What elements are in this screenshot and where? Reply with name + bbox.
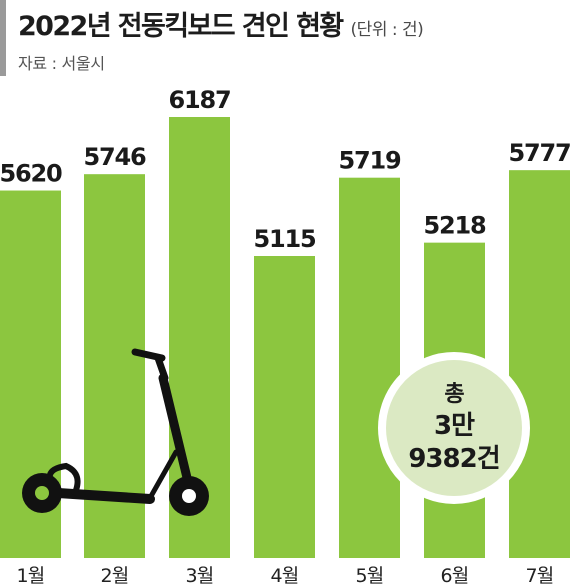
x-tick-label: 2월 (101, 565, 129, 586)
chart-title-row: 2022년 전동킥보드 견인 현황 (단위 : 건) (18, 4, 424, 44)
x-tick-label: 1월 (17, 565, 45, 586)
total-line-3: 9382건 (408, 444, 499, 474)
bar-value-label: 5746 (84, 143, 146, 171)
bars-group: 5620 1월 5746 2월 6187 3월 5115 4월 5719 5월 5218 6월 5777… (0, 86, 570, 586)
bar-value-label: 5115 (254, 225, 316, 253)
bar-value-label: 5719 (339, 147, 401, 175)
x-tick-label: 4월 (271, 565, 299, 586)
x-tick-label: 5월 (356, 565, 384, 586)
chart-unit: (단위 : 건) (350, 20, 424, 40)
bar-value-label: 5620 (0, 160, 62, 188)
bar-5 (339, 177, 400, 558)
scooter-icon (22, 348, 209, 516)
bar-7 (509, 170, 570, 559)
x-tick-label: 6월 (441, 565, 469, 586)
bar-4 (254, 256, 315, 558)
chart-source: 자료 : 서울시 (18, 54, 105, 73)
x-tick-label: 7월 (526, 565, 554, 586)
x-tick-label: 3월 (186, 565, 214, 586)
title-accent-bar (0, 0, 6, 76)
chart-title: 2022년 전동킥보드 견인 현황 (18, 11, 344, 42)
bar-value-label: 5218 (424, 212, 486, 240)
bar-value-label: 6187 (169, 86, 231, 114)
total-line-1: 총 (444, 382, 464, 407)
total-line-2: 3만 (434, 411, 475, 441)
total-badge: 총 3만 9382건 (378, 352, 530, 504)
bar-value-label: 5777 (509, 139, 570, 167)
